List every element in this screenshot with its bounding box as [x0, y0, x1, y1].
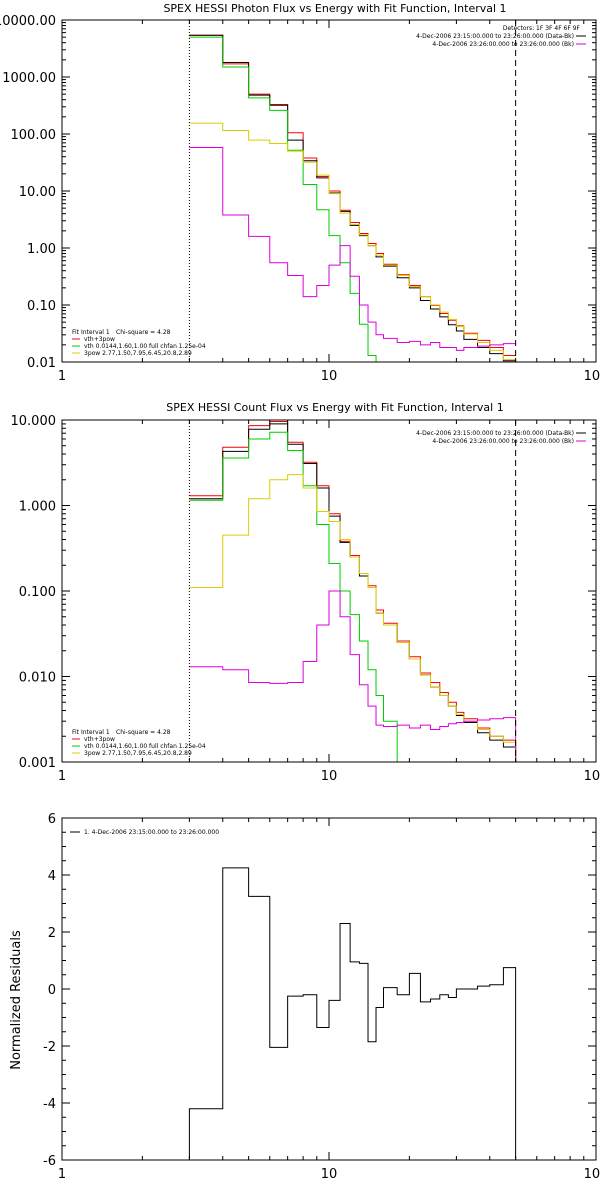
residuals-y-tick-label: 6 [48, 812, 56, 827]
count-data-label: 4-Dec-2006 23:15:00.000 to 23:26:00.000 … [416, 430, 574, 437]
photon-y-tick-label: 1.00 [27, 242, 56, 257]
count-fit-entry-1: vth+3pow [84, 736, 115, 743]
photon-x-tick-label: 10 [321, 369, 338, 384]
photon-series-line-3 [189, 36, 377, 362]
count-x-tick-label: 100 [584, 769, 600, 784]
residuals-y-tick-label: 2 [48, 926, 56, 941]
photon-series-line-2 [189, 34, 516, 362]
count-bk-label: 4-Dec-2006 23:26:00.000 to 23:26:00.000 … [432, 438, 574, 445]
count-flux-panel: SPEX HESSI Count Flux vs Energy with Fit… [11, 401, 600, 784]
photon-x-tick-label: 100 [584, 369, 600, 384]
photon-flux-panel: SPEX HESSI Photon Flux vs Energy with Fi… [0, 2, 600, 384]
photon-series-line-4 [189, 122, 516, 361]
residuals-x-tick-label: 1 [58, 1167, 66, 1182]
photon-detectors-label: Detectors: 1F 3F 4F 6F 9F [503, 25, 581, 32]
photon-fit-entry-2: vth 0.0144,1.60,1.00 full chfan 1.25e-04 [84, 343, 206, 350]
residuals-x-tick-label: 10 [321, 1167, 338, 1182]
photon-x-tick-label: 1 [58, 369, 66, 384]
photon-fit-entry-3: 3pow 2.77,1.50,7.95,6.45,20.8,2.89 [84, 350, 192, 357]
count-series-line-5 [189, 590, 517, 762]
residuals-y-tick-label: 4 [48, 869, 56, 884]
residuals-panel: Normalized Residuals 1. 4-Dec-2006 23:15… [9, 812, 600, 1182]
count-y-tick-label: 0.010 [19, 671, 56, 686]
count-series-line-3 [189, 431, 398, 762]
count-series-group [189, 421, 517, 762]
count-fit-entry-2: vth 0.0144,1.60,1.00 full chfan 1.25e-04 [84, 743, 206, 750]
residuals-legend-text: 1. 4-Dec-2006 23:15:00.000 to 23:26:00.0… [84, 829, 219, 836]
photon-series-line-1 [189, 34, 516, 357]
photon-fit-chi: Chi-square = 4.28 [116, 329, 171, 336]
photon-series-line-5 [189, 146, 516, 351]
count-y-tick-label: 1.000 [19, 500, 56, 515]
residuals-y-tick-label: -6 [43, 1154, 56, 1169]
photon-y-tick-label: 0.10 [27, 299, 56, 314]
count-x-tick-label: 10 [321, 769, 338, 784]
residuals-series-group [188, 867, 517, 1160]
count-x-tick-label: 1 [58, 769, 66, 784]
residuals-series-line-1 [188, 867, 517, 1160]
photon-y-tick-label: 0.01 [27, 356, 56, 371]
photon-fit-entry-1: vth+3pow [84, 336, 115, 343]
count-fit-chi: Chi-square = 4.28 [116, 729, 171, 736]
count-chart-title: SPEX HESSI Count Flux vs Energy with Fit… [166, 401, 503, 414]
count-series-line-1 [189, 421, 517, 762]
photon-y-tick-label: 100.00 [11, 128, 57, 143]
count-y-tick-label: 0.001 [19, 756, 56, 771]
photon-y-tick-label: 1000.00 [2, 71, 56, 86]
count-fit-entry-3: 3pow 2.77,1.50,7.95,6.45,20.8,2.89 [84, 750, 192, 757]
residuals-y-axis-label: Normalized Residuals [9, 930, 24, 1070]
photon-y-tick-label: 10000.00 [0, 14, 56, 29]
photon-fit-title: Fit Interval 1 [72, 329, 110, 336]
residuals-y-tick-label: 0 [48, 983, 56, 998]
count-y-tick-label: 0.100 [19, 585, 56, 600]
residuals-x-tick-label: 100 [584, 1167, 600, 1182]
photon-data-label: 4-Dec-2006 23:15:00.000 to 23:26:00.000 … [416, 33, 574, 40]
count-y-tick-label: 10.000 [11, 414, 57, 429]
photon-chart-title: SPEX HESSI Photon Flux vs Energy with Fi… [163, 2, 506, 15]
count-fit-title: Fit Interval 1 [72, 729, 110, 736]
residuals-y-tick-label: -2 [43, 1040, 56, 1055]
photon-y-tick-label: 10.00 [19, 185, 56, 200]
photon-series-group [189, 34, 516, 362]
residuals-y-tick-label: -4 [43, 1097, 56, 1112]
count-series-line-2 [189, 423, 517, 762]
photon-bk-label: 4-Dec-2006 23:26:00.000 to 23:26:00.000 … [432, 41, 574, 48]
